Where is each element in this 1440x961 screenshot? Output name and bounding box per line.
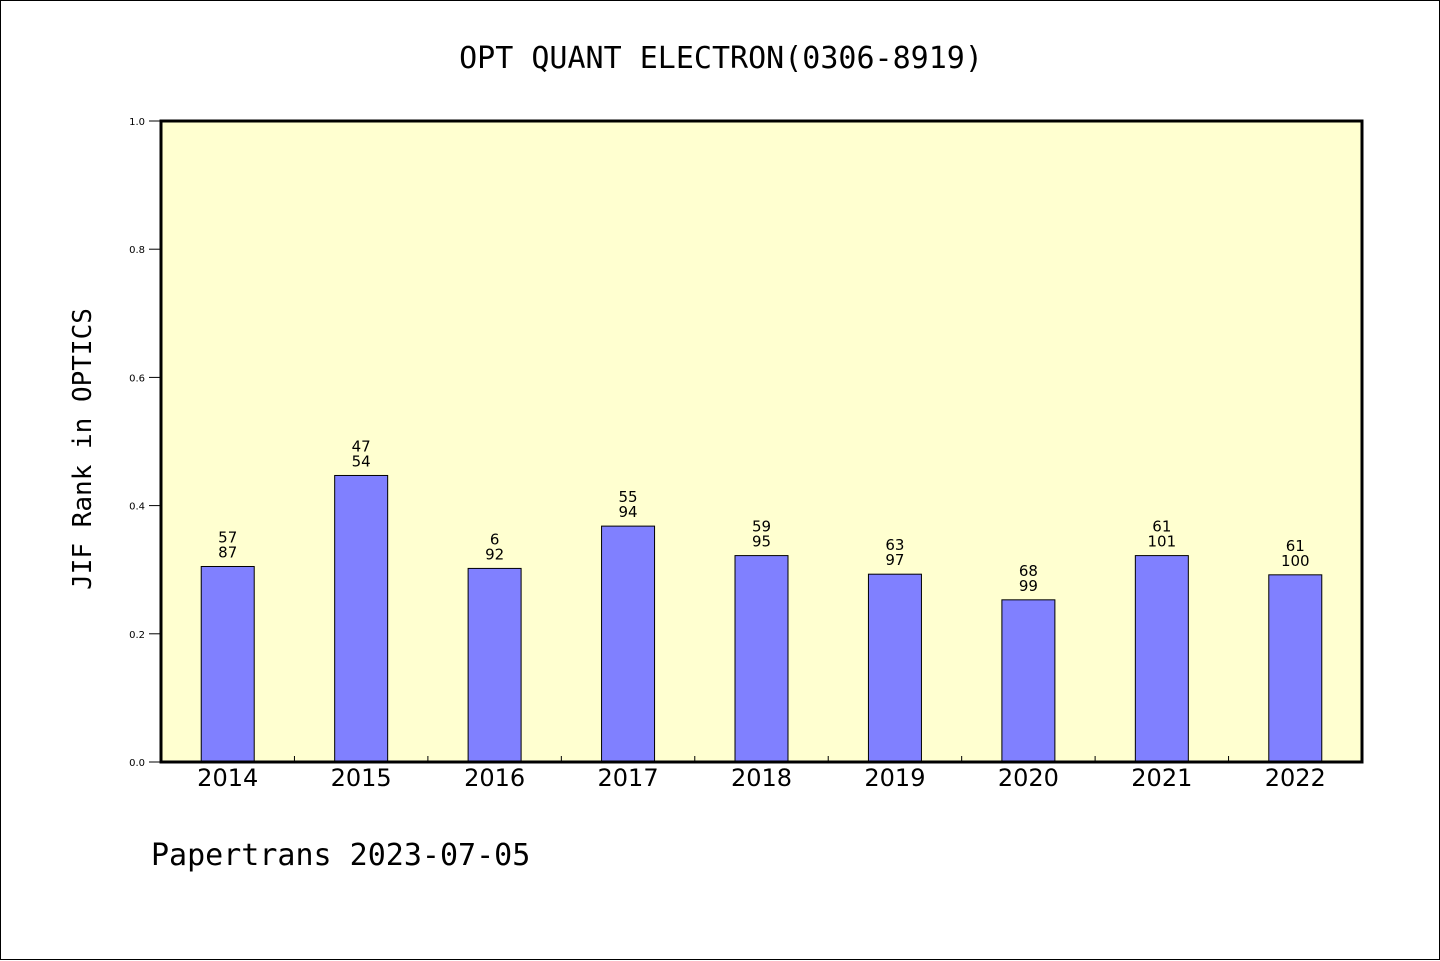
x-tick-label-2015: 2015 (331, 764, 392, 792)
y-tick-label: 0.0 (129, 758, 145, 769)
y-tick-label: 0.4 (129, 502, 145, 513)
x-tick-label-2014: 2014 (197, 764, 258, 792)
bar-rank-label-2018: 59 (752, 518, 771, 536)
plot-border (159, 119, 1364, 764)
bar-rank-label-2020: 68 (1019, 562, 1038, 580)
footer-text: Papertrans 2023-07-05 (151, 838, 530, 873)
bar-rank-label-2014: 57 (218, 528, 237, 546)
x-tick-label-2021: 2021 (1131, 764, 1192, 792)
bar-total-label-2014: 87 (218, 543, 237, 561)
ticks-layer: 2014 2015 2016 2017 2018 2019 2020 2021 2022 0.0 0… (129, 117, 1326, 792)
bar-2016 (467, 567, 522, 763)
y-tick-label: 0.8 (129, 245, 145, 256)
bar-total-label-2021: 101 (1148, 533, 1177, 551)
bar-total-label-2019: 97 (885, 551, 904, 569)
x-tick-label-2019: 2019 (864, 764, 925, 792)
bar-2017 (601, 525, 656, 763)
bar-2022 (1268, 574, 1323, 763)
bar-2018 (734, 555, 789, 763)
bar-rank-label-2019: 63 (885, 536, 904, 554)
x-tick-label-2018: 2018 (731, 764, 792, 792)
x-tick-label-2016: 2016 (464, 764, 525, 792)
bar-rank-label-2016: 6 (490, 530, 500, 548)
x-tick-label-2020: 2020 (998, 764, 1059, 792)
bar-rank-label-2022: 61 (1286, 537, 1305, 555)
x-tick-label-2022: 2022 (1265, 764, 1326, 792)
y-axis-label: JIF Rank in OPTICS (68, 308, 98, 590)
x-tick-label-2017: 2017 (598, 764, 659, 792)
bar-2015 (334, 474, 389, 763)
bar-rank-label-2017: 55 (619, 488, 638, 506)
y-tick-label: 0.2 (129, 630, 145, 641)
bar-2019 (867, 573, 922, 763)
bar-total-label-2022: 100 (1281, 552, 1310, 570)
chart-title: OPT QUANT ELECTRON(0306-8919) (459, 41, 983, 76)
bar-2021 (1134, 555, 1189, 763)
bar-total-label-2020: 99 (1019, 577, 1038, 595)
bar-total-label-2016: 92 (485, 545, 504, 563)
bar-total-label-2018: 95 (752, 533, 771, 551)
bar-rank-label-2021: 61 (1152, 518, 1171, 536)
bar-2014 (200, 565, 255, 763)
y-tick-label: 0.6 (129, 373, 145, 384)
bar-2020 (1001, 599, 1056, 763)
bars-layer (200, 474, 1323, 763)
y-tick-label: 1.0 (129, 117, 145, 128)
bar-total-label-2015: 54 (352, 452, 371, 470)
bar-rank-label-2015: 47 (352, 437, 371, 455)
bar-total-label-2017: 94 (619, 503, 638, 521)
